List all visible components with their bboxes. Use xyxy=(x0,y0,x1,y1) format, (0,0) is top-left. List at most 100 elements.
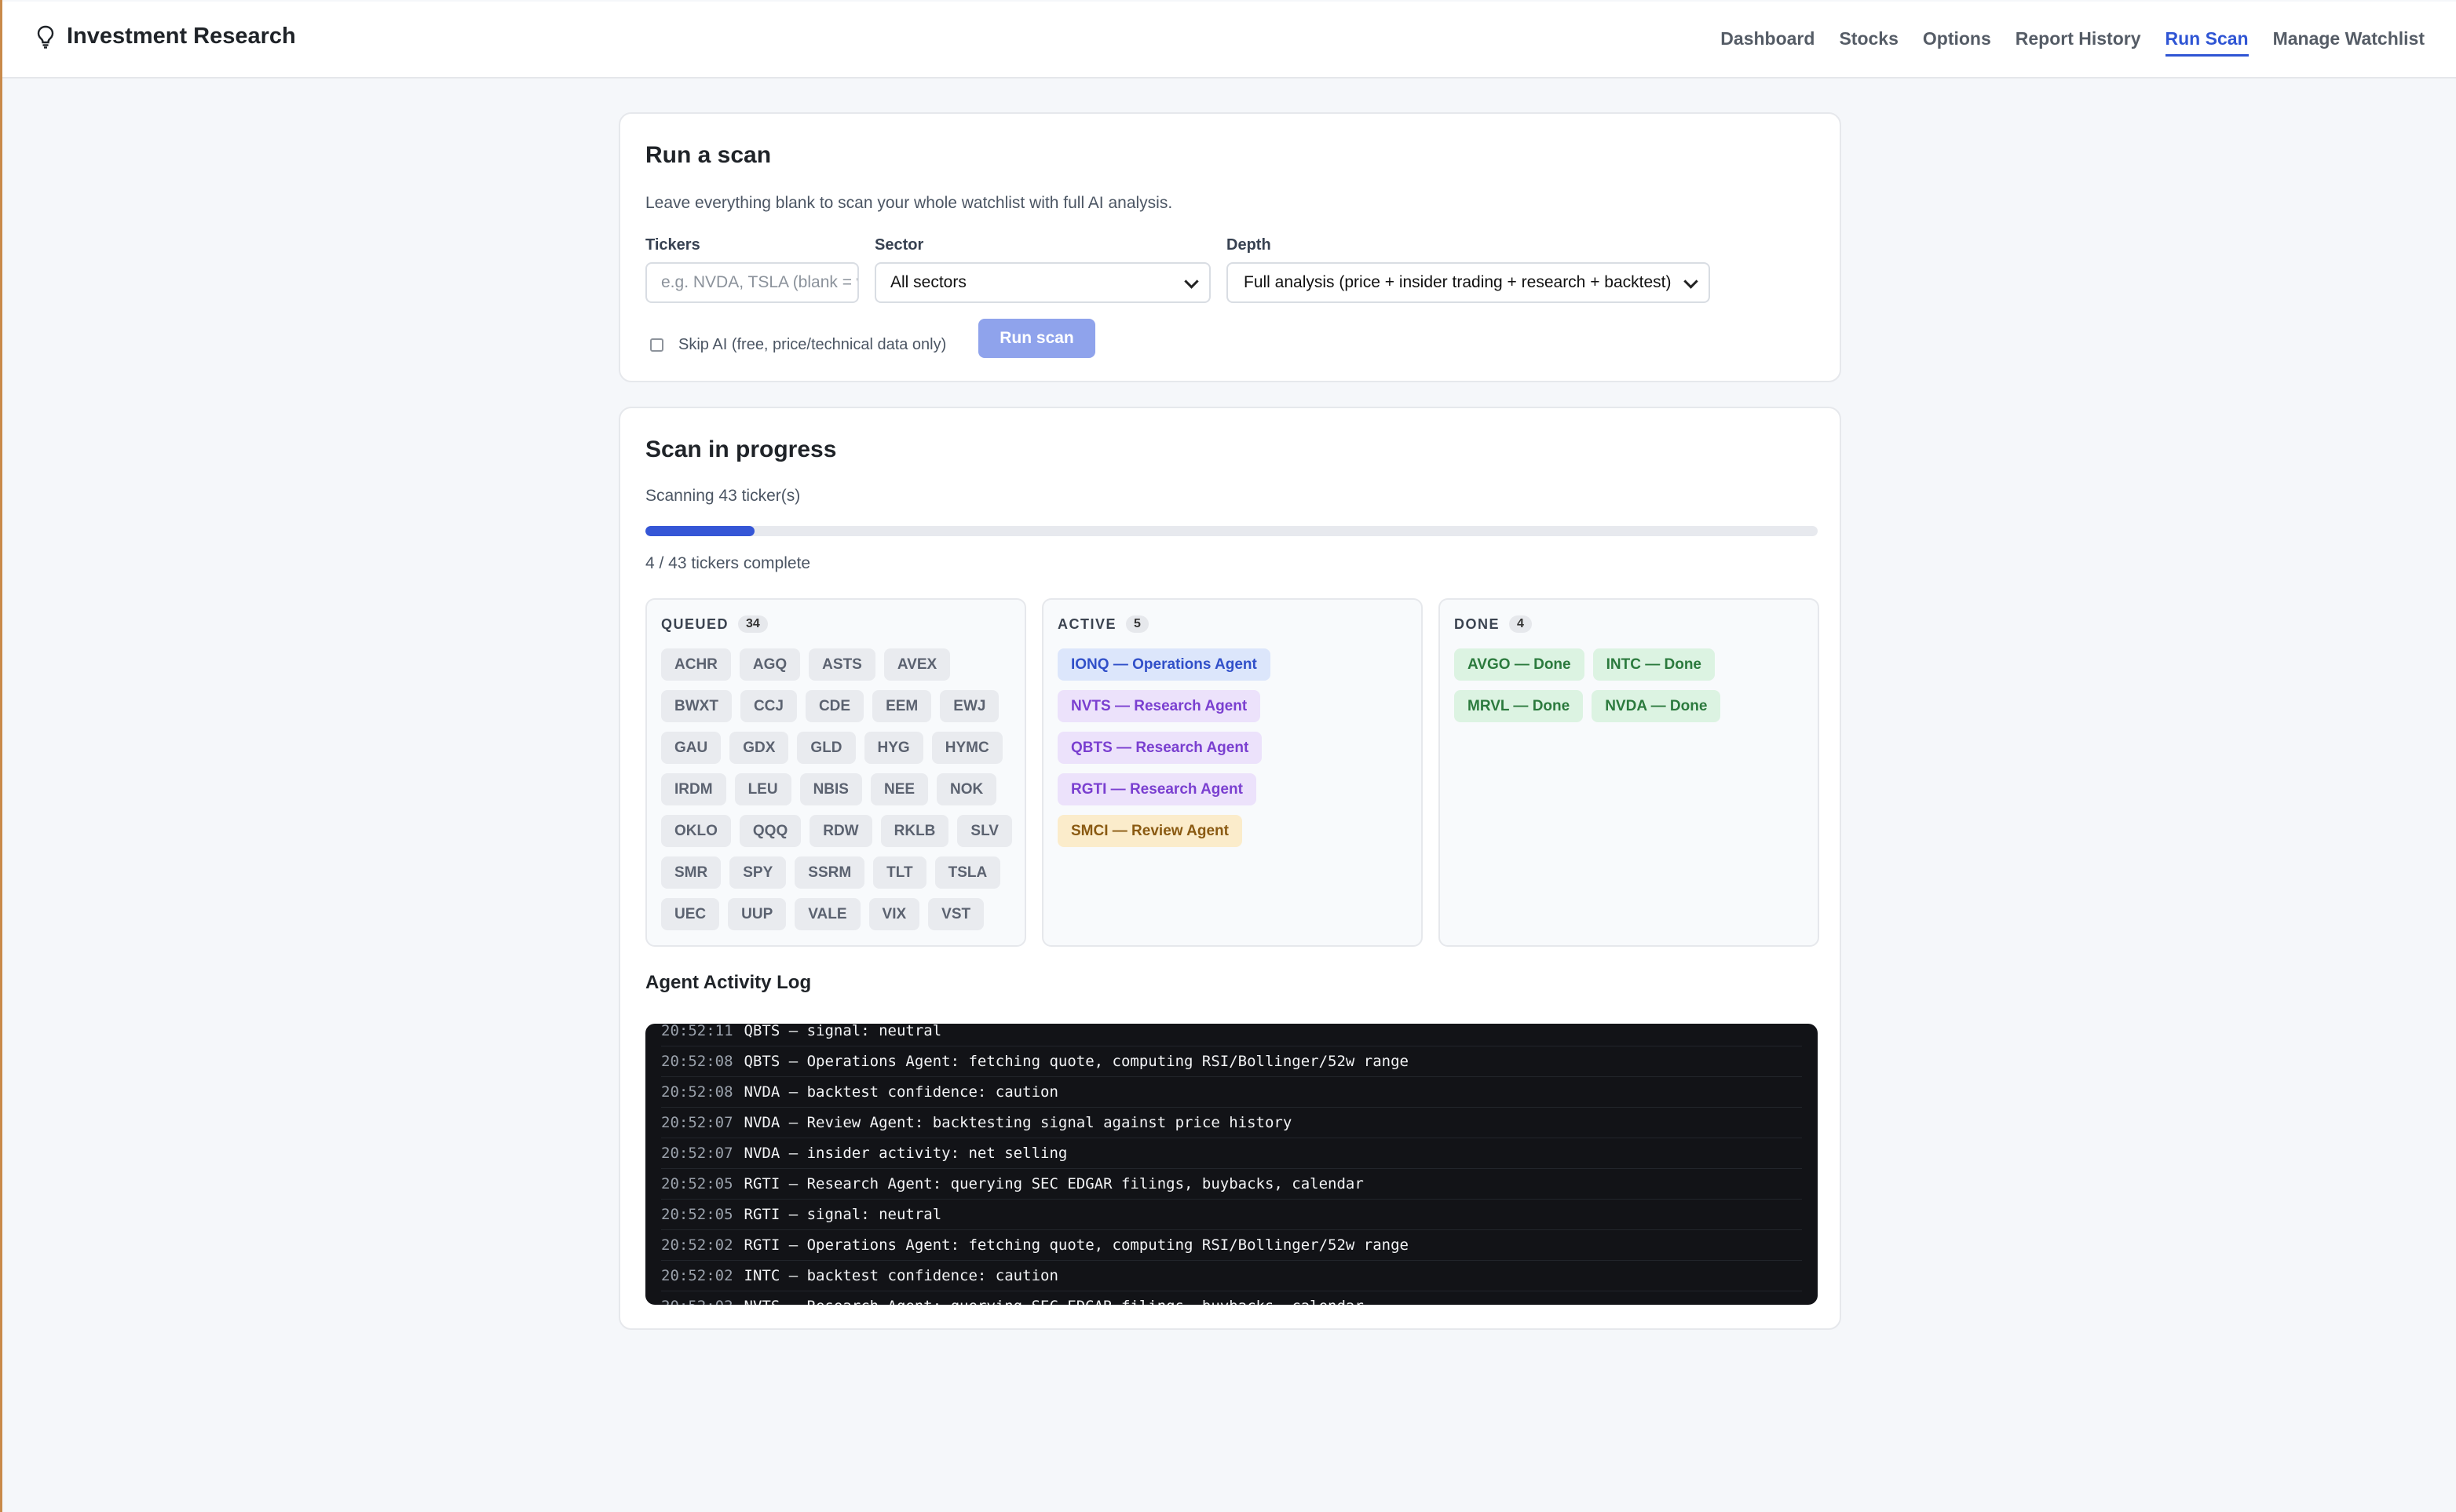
sector-select[interactable]: All sectors xyxy=(875,262,1211,303)
run-scan-description: Leave everything blank to scan your whol… xyxy=(645,194,1173,212)
done-list: AVGO — Done INTC — Done MRVL — Done NVDA — … xyxy=(1454,648,1729,722)
run-scan-title: Run a scan xyxy=(645,142,772,168)
sector-select-value: All sectors xyxy=(890,273,967,291)
queued-ticker-chip: EEM xyxy=(872,690,932,722)
log-timestamp: 20:52:08 xyxy=(661,1083,733,1101)
queued-ticker-chip: BWXT xyxy=(661,690,732,722)
log-message: RGTI — Research Agent: querying SEC EDGA… xyxy=(744,1175,1364,1192)
chevron-down-icon xyxy=(1184,274,1199,289)
queued-ticker-chip: VALE xyxy=(795,898,861,930)
queued-ticker-chip: QQQ xyxy=(739,815,802,847)
queued-ticker-chip: ASTS xyxy=(809,648,875,681)
chevron-down-icon xyxy=(1683,274,1698,289)
scan-subtitle: Scanning 43 ticker(s) xyxy=(645,487,801,505)
log-message: RGTI — signal: neutral xyxy=(744,1206,942,1223)
queued-ticker-chip: HYMC xyxy=(931,732,1003,764)
activity-log[interactable]: 20:52:11 QBTS — signal: neutral 20:52:08 QB… xyxy=(645,1024,1818,1305)
log-entry: 20:52:02 RGTI — Operations Agent: fetchin… xyxy=(661,1230,1802,1261)
queued-ticker-chip: SPY xyxy=(729,856,787,889)
queued-ticker-chip: UEC xyxy=(661,898,720,930)
nav-run-scan[interactable]: Run Scan xyxy=(2165,28,2249,57)
queued-ticker-chip: VIX xyxy=(868,898,920,930)
log-entry: 20:52:08 QBTS — Operations Agent: fetchin… xyxy=(661,1046,1802,1077)
app-title: Investment Research xyxy=(67,24,296,49)
log-message: NVDA — backtest confidence: caution xyxy=(744,1083,1058,1101)
log-message: QBTS — Operations Agent: fetching quote,… xyxy=(744,1053,1409,1070)
depth-select[interactable]: Full analysis (price + insider trading +… xyxy=(1226,262,1710,303)
activity-log-title: Agent Activity Log xyxy=(645,972,812,993)
queued-ticker-chip: SMR xyxy=(661,856,722,889)
queued-ticker-chip: CDE xyxy=(805,690,864,722)
log-timestamp: 20:52:07 xyxy=(661,1145,733,1162)
skip-ai-checkbox[interactable] xyxy=(650,338,663,352)
queued-ticker-chip: SSRM xyxy=(795,856,865,889)
nav-stocks[interactable]: Stocks xyxy=(1839,28,1899,49)
log-entry: 20:52:02 NVTS — Research Agent: querying … xyxy=(661,1291,1802,1305)
queued-ticker-chip: SLV xyxy=(957,815,1012,847)
log-entry: 20:52:05 RGTI — Research Agent: querying … xyxy=(661,1169,1802,1200)
log-message: NVTS — Research Agent: querying SEC EDGA… xyxy=(744,1298,1364,1305)
queued-ticker-chip: ACHR xyxy=(661,648,731,681)
log-timestamp: 20:52:05 xyxy=(661,1175,733,1192)
log-message: INTC — backtest confidence: caution xyxy=(744,1267,1058,1284)
queued-ticker-chip: LEU xyxy=(734,773,791,805)
log-entry: 20:52:02 INTC — backtest confidence: caut… xyxy=(661,1261,1802,1291)
nav-manage-watchlist[interactable]: Manage Watchlist xyxy=(2272,28,2425,49)
log-timestamp: 20:52:02 xyxy=(661,1298,733,1305)
log-entry: 20:52:11 QBTS — signal: neutral xyxy=(661,1024,1802,1046)
queued-ticker-chip: HYG xyxy=(864,732,923,764)
queued-ticker-chip: AVEX xyxy=(883,648,951,681)
nav-options[interactable]: Options xyxy=(1922,28,1991,49)
queued-ticker-chip: RKLB xyxy=(880,815,949,847)
scan-progress-card: Scan in progress Scanning 43 ticker(s) 4… xyxy=(619,407,1841,1330)
queued-ticker-chip: RDW xyxy=(810,815,872,847)
nav-report-history[interactable]: Report History xyxy=(2015,28,2141,49)
depth-select-value: Full analysis (price + insider trading +… xyxy=(1244,273,1672,291)
queued-ticker-chip: NBIS xyxy=(799,773,862,805)
active-ticker-chip: QBTS — Research Agent xyxy=(1058,732,1263,764)
tickers-label: Tickers xyxy=(645,236,700,254)
top-navbar: Investment Research Dashboard Stocks Optio… xyxy=(2,2,2456,79)
done-column: DONE 4 AVGO — Done INTC — Done MRVL — Done… xyxy=(1438,598,1819,947)
done-title: DONE xyxy=(1454,615,1500,632)
tickers-input[interactable] xyxy=(645,262,859,303)
log-message: NVDA — insider activity: net selling xyxy=(744,1145,1068,1162)
log-message: RGTI — Operations Agent: fetching quote,… xyxy=(744,1236,1409,1254)
log-message: NVDA — Review Agent: backtesting signal … xyxy=(744,1114,1292,1131)
log-entry: 20:52:07 NVDA — Review Agent: backtesting… xyxy=(661,1108,1802,1138)
active-count-badge: 5 xyxy=(1126,615,1149,633)
brand[interactable]: Investment Research xyxy=(37,24,296,49)
queued-ticker-chip: GLD xyxy=(797,732,856,764)
queued-ticker-chip: NOK xyxy=(937,773,997,805)
run-scan-button[interactable]: Run scan xyxy=(978,319,1095,358)
depth-label: Depth xyxy=(1226,236,1271,254)
queued-list: ACHR AGQ ASTS AVEX BWXT CCJ CDE EEM EWJ GAU GDX GLD… xyxy=(661,648,1017,930)
progress-status: 4 / 43 tickers complete xyxy=(645,554,811,572)
queued-column: QUEUED 34 ACHR AGQ ASTS AVEX BWXT CCJ CDE EEM EW… xyxy=(645,598,1026,947)
run-scan-card: Run a scan Leave everything blank to sca… xyxy=(619,112,1841,382)
queued-ticker-chip: CCJ xyxy=(740,690,797,722)
sector-label: Sector xyxy=(875,236,924,254)
queued-ticker-chip: EWJ xyxy=(940,690,1000,722)
log-entry: 20:52:07 NVDA — insider activity: net sel… xyxy=(661,1138,1802,1169)
log-timestamp: 20:52:05 xyxy=(661,1206,733,1223)
window-edge xyxy=(0,0,2,1512)
scan-progress-title: Scan in progress xyxy=(645,436,837,462)
queued-title: QUEUED xyxy=(661,615,729,632)
log-message: QBTS — signal: neutral xyxy=(744,1024,942,1039)
done-count-badge: 4 xyxy=(1509,615,1532,633)
progress-bar xyxy=(645,526,1818,536)
done-ticker-chip: INTC — Done xyxy=(1592,648,1715,681)
queued-ticker-chip: GDX xyxy=(729,732,789,764)
main-nav: Dashboard Stocks Options Report History Run … xyxy=(1720,28,2425,57)
log-timestamp: 20:52:11 xyxy=(661,1024,733,1039)
active-ticker-chip: RGTI — Research Agent xyxy=(1058,773,1256,805)
active-title: ACTIVE xyxy=(1058,615,1117,632)
nav-dashboard[interactable]: Dashboard xyxy=(1720,28,1815,49)
done-ticker-chip: AVGO — Done xyxy=(1454,648,1584,681)
lightbulb-icon xyxy=(37,25,54,49)
queued-ticker-chip: IRDM xyxy=(661,773,726,805)
queued-ticker-chip: TSLA xyxy=(934,856,1001,889)
log-timestamp: 20:52:08 xyxy=(661,1053,733,1070)
active-column: ACTIVE 5 IONQ — Operations Agent NVTS — R… xyxy=(1042,598,1423,947)
